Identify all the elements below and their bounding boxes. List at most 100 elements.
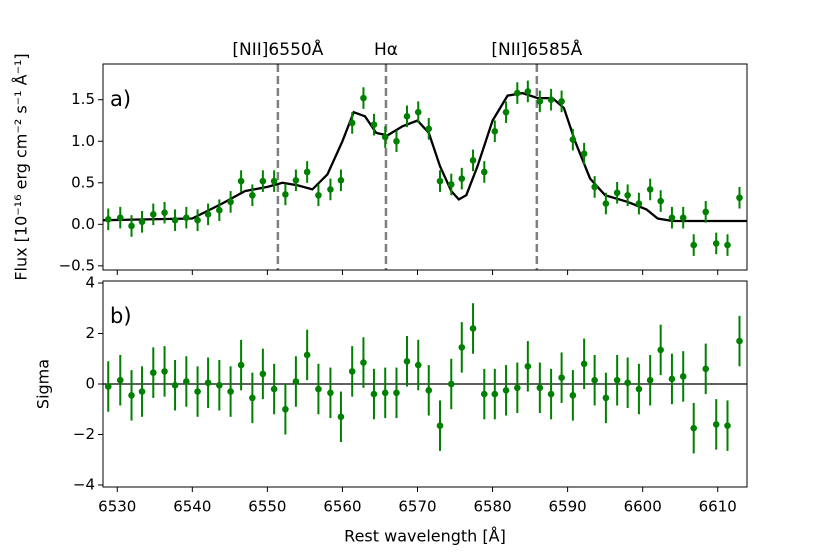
data-point <box>524 363 532 370</box>
data-point <box>668 375 676 383</box>
data-point <box>327 389 334 397</box>
data-point <box>315 385 322 393</box>
y-tick-label: 0.0 <box>71 215 95 233</box>
model-line <box>103 91 747 223</box>
data-point <box>646 186 654 193</box>
y-tick-label: −2 <box>73 425 95 443</box>
data-point <box>436 422 444 429</box>
data-point <box>447 380 455 388</box>
x-tick-label: 6530 <box>98 498 136 516</box>
axes-frame <box>102 63 748 271</box>
x-tick-label: 6580 <box>473 498 511 516</box>
data-point <box>249 191 256 199</box>
data-point <box>370 390 378 398</box>
data-point <box>194 216 201 224</box>
data-point <box>690 241 698 249</box>
data-point <box>635 385 643 393</box>
plot-area <box>103 64 747 270</box>
data-point <box>282 191 289 198</box>
data-point <box>348 119 356 127</box>
data-point <box>447 181 455 188</box>
data-point <box>736 194 743 202</box>
data-point <box>381 389 389 397</box>
data-point <box>149 369 157 376</box>
data-point <box>558 374 565 381</box>
marker-line-label: [NII]6550Å <box>232 38 323 60</box>
data-point <box>403 357 411 365</box>
data-point <box>292 176 300 184</box>
data-point <box>393 137 400 145</box>
panel-label: b) <box>110 304 132 328</box>
y-tick-label: 1.0 <box>71 132 95 150</box>
data-point <box>668 214 676 221</box>
data-point <box>216 381 223 389</box>
data-point <box>591 376 598 384</box>
y-tick-label: 0 <box>85 375 95 393</box>
data-point <box>149 211 157 218</box>
data-point <box>270 385 278 393</box>
data-point <box>569 136 577 143</box>
data-point <box>414 361 422 369</box>
data-point <box>237 361 245 369</box>
data-point <box>425 125 433 133</box>
y-tick-label: 2 <box>85 324 95 342</box>
data-point <box>183 378 190 385</box>
data-point <box>514 384 521 392</box>
data-point <box>403 113 411 120</box>
data-point <box>469 325 477 332</box>
data-point <box>602 200 610 207</box>
data-point <box>381 133 389 141</box>
y-tick-label: 1.5 <box>71 90 95 108</box>
data-point <box>237 177 245 185</box>
data-point <box>183 214 190 221</box>
data-point <box>536 384 544 392</box>
data-point <box>602 394 610 402</box>
data-point <box>116 376 124 384</box>
data-point <box>458 175 466 182</box>
data-point <box>580 150 588 158</box>
data-point <box>624 379 631 387</box>
data-point <box>491 390 499 398</box>
x-tick-label: 6600 <box>624 498 662 516</box>
data-point <box>128 222 135 230</box>
x-axis-label: Rest wavelength [Å] <box>344 527 506 546</box>
x-tick-label: 6590 <box>549 498 587 516</box>
data-point <box>171 381 179 389</box>
marker-line-label: [NII]6585Å <box>491 38 582 60</box>
data-point <box>635 200 643 207</box>
data-point <box>480 168 488 176</box>
x-tick-label: 6610 <box>699 498 737 516</box>
x-tick-label: 6560 <box>323 498 361 516</box>
y-tick-label: 0.5 <box>71 173 95 191</box>
data-point <box>558 98 565 105</box>
data-point <box>104 383 112 390</box>
data-point <box>414 108 422 116</box>
data-point <box>469 157 477 164</box>
data-point <box>292 378 300 385</box>
data-point <box>702 365 710 373</box>
data-point <box>458 344 466 351</box>
data-point <box>502 108 510 116</box>
data-point <box>216 206 223 214</box>
data-point <box>337 413 345 421</box>
data-point <box>138 218 146 226</box>
data-point <box>646 376 654 384</box>
data-point <box>536 98 544 105</box>
data-point <box>116 214 124 221</box>
data-point <box>204 379 212 387</box>
y-tick-label: −0.5 <box>59 256 95 274</box>
axes-frame <box>102 280 748 488</box>
y-axis-label: Sigma <box>34 359 53 409</box>
data-point <box>690 424 698 432</box>
data-point <box>227 388 234 395</box>
data-point <box>712 240 720 247</box>
data-point <box>171 216 179 224</box>
data-point <box>360 94 367 102</box>
data-point <box>736 337 743 345</box>
data-point <box>161 368 168 375</box>
data-point <box>724 241 731 249</box>
data-point <box>327 186 334 193</box>
data-point <box>702 208 710 216</box>
